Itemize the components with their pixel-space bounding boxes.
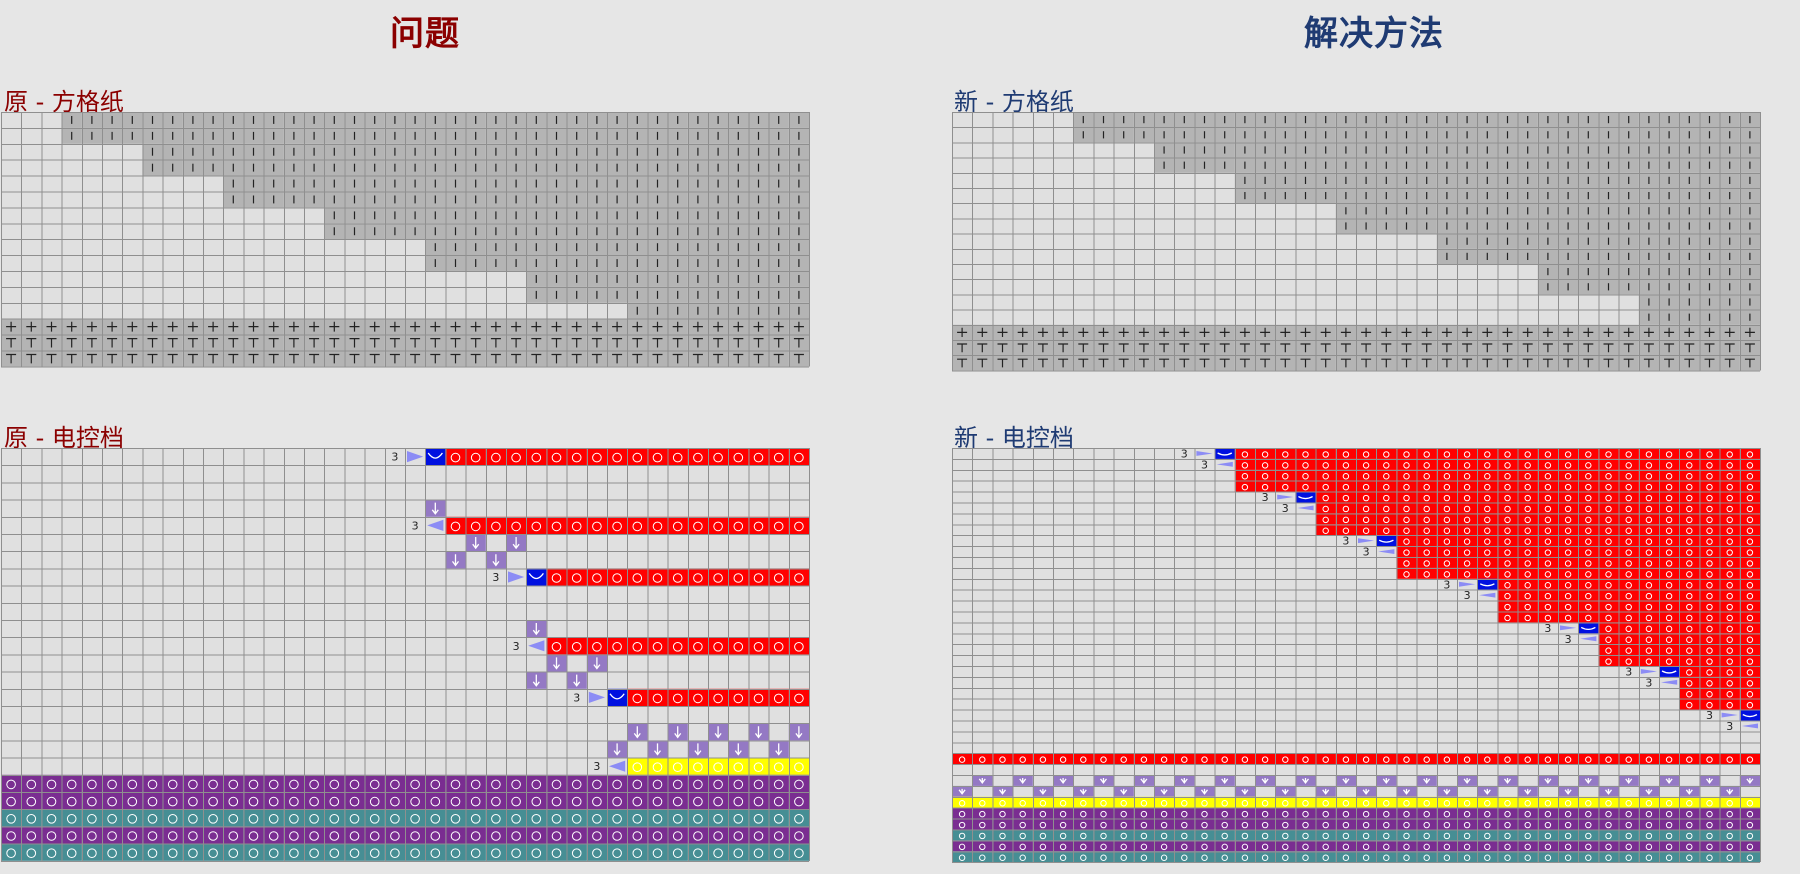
svg-text:3: 3 (1706, 709, 1713, 722)
svg-text:3: 3 (1443, 578, 1450, 591)
svg-text:3: 3 (412, 519, 419, 532)
new-chart-grid (952, 112, 1761, 372)
svg-text:3: 3 (1464, 589, 1471, 602)
problem-control-label: 原 - 电控档 (4, 424, 124, 452)
solution-control-label: 新 - 电控档 (954, 424, 1074, 452)
svg-text:3: 3 (1342, 535, 1349, 548)
solution-title: 解决方法 (1304, 14, 1444, 54)
svg-text:3: 3 (492, 571, 499, 584)
original-control-grid: 3 3 3 3 3 3 (1, 448, 810, 862)
svg-text:3: 3 (1625, 665, 1632, 678)
svg-text:3: 3 (513, 640, 520, 653)
svg-text:3: 3 (1262, 491, 1269, 504)
svg-text:3: 3 (391, 451, 398, 464)
problem-title: 问题 (390, 14, 460, 54)
svg-text:3: 3 (593, 760, 600, 773)
svg-text:3: 3 (1282, 502, 1289, 515)
svg-text:3: 3 (1181, 448, 1188, 460)
svg-text:3: 3 (573, 691, 580, 704)
original-chart-grid (1, 112, 810, 368)
svg-text:3: 3 (1201, 458, 1208, 471)
svg-text:3: 3 (1565, 633, 1572, 646)
svg-text:3: 3 (1645, 676, 1652, 689)
problem-chart-label: 原 - 方格纸 (4, 88, 124, 116)
solution-chart-label: 新 - 方格纸 (954, 88, 1074, 116)
svg-text:3: 3 (1726, 720, 1733, 733)
svg-text:3: 3 (1544, 622, 1551, 635)
svg-text:3: 3 (1363, 546, 1370, 559)
